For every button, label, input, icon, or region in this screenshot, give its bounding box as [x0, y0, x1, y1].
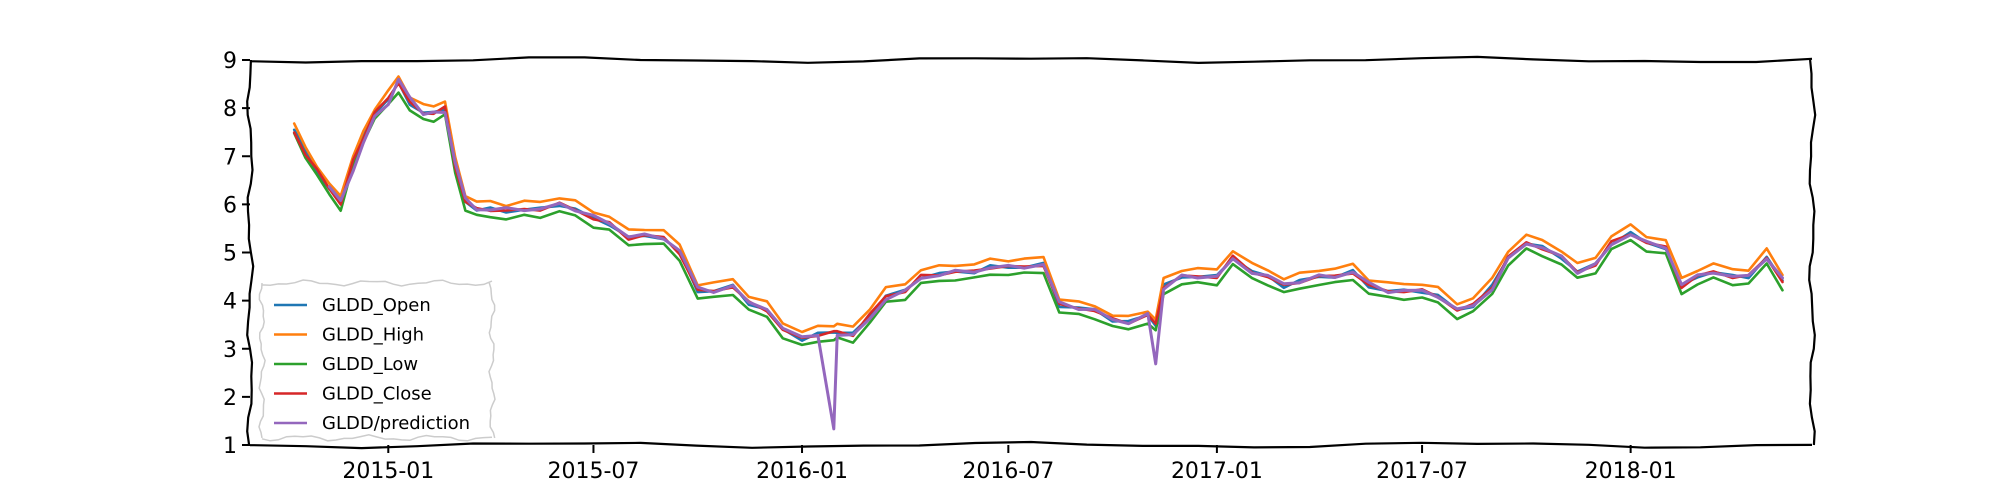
series-line-gldd-open: [292, 81, 1784, 342]
legend-box: [258, 279, 496, 442]
x-tick-label: 2016-07: [962, 459, 1054, 484]
y-tick-label: 1: [223, 434, 237, 459]
legend-label-gldd-open: GLDD_Open: [322, 295, 431, 316]
plot-frame: [246, 55, 1817, 450]
x-axis: 2015-01 2015-07 2016-01 2016-07 2017-01 2017-…: [342, 445, 1677, 484]
y-tick-label: 5: [223, 242, 237, 267]
y-tick-label: 4: [223, 290, 237, 315]
y-tick-label: 3: [223, 338, 237, 363]
x-tick-label: 2015-01: [342, 459, 434, 484]
x-tick-label: 2017-01: [1171, 459, 1263, 484]
x-tick-label: 2015-07: [547, 459, 639, 484]
legend-label-gldd-low: GLDD_Low: [322, 354, 418, 375]
legend-label-gldd-close: GLDD_Close: [322, 384, 432, 405]
legend-label-gldd-prediction: GLDD/prediction: [322, 413, 470, 434]
y-axis: 1 2 3 4 5 6 7 8 9: [223, 49, 250, 459]
x-tick-label: 2017-07: [1376, 459, 1468, 484]
y-tick-label: 2: [223, 386, 237, 411]
legend: GLDD_Open GLDD_High GLDD_Low GLDD_Close GLDD…: [258, 279, 496, 442]
series-line-gldd-high: [292, 75, 1784, 334]
series-lines: [292, 75, 1784, 431]
x-tick-label: 2016-01: [756, 459, 848, 484]
y-tick-label: 6: [223, 193, 237, 218]
legend-label-gldd-high: GLDD_High: [322, 325, 424, 346]
y-tick-label: 8: [223, 97, 237, 122]
y-tick-label: 7: [223, 145, 237, 170]
series-line-gldd-prediction: [327, 77, 1784, 431]
x-tick-label: 2018-01: [1585, 459, 1677, 484]
series-line-gldd-low: [292, 91, 1784, 347]
y-tick-label: 9: [223, 49, 237, 74]
